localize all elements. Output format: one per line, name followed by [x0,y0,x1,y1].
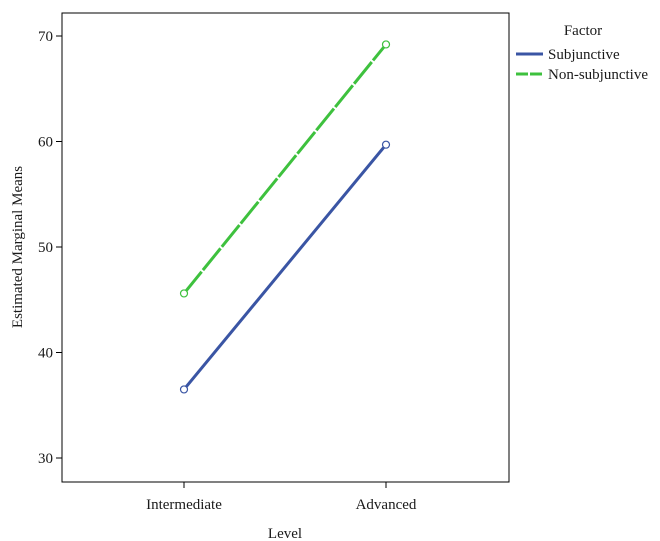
series-2-marker [179,289,189,298]
y-tick-label: 40 [38,346,53,362]
series-1-marker [381,140,391,149]
legend-title: Factor [564,23,602,39]
legend-items: Subjunctive Non-subjunctive [516,47,648,83]
y-tick-label: 50 [38,240,53,256]
y-tick-label: 70 [38,29,53,45]
legend: Factor Subjunctive Non-subjunctive [516,23,648,83]
y-axis: 30 40 50 60 70 [38,29,62,467]
legend-label: Non-subjunctive [548,67,648,83]
legend-label: Subjunctive [548,47,620,63]
series-line-2 [182,43,388,295]
plot-frame [61,12,510,483]
x-tick-label: Intermediate [146,497,222,513]
y-tick-label: 60 [38,135,53,151]
series-layer [179,40,391,394]
y-tick-label: 30 [38,451,53,467]
x-tick-label: Advanced [356,497,417,513]
series-2-marker [381,40,391,49]
y-axis-label: Estimated Marginal Means [10,166,26,328]
x-axis: Intermediate Advanced [146,482,417,513]
series-1-marker [179,385,189,394]
series-line-1 [182,143,388,391]
x-axis-label: Level [268,526,302,541]
